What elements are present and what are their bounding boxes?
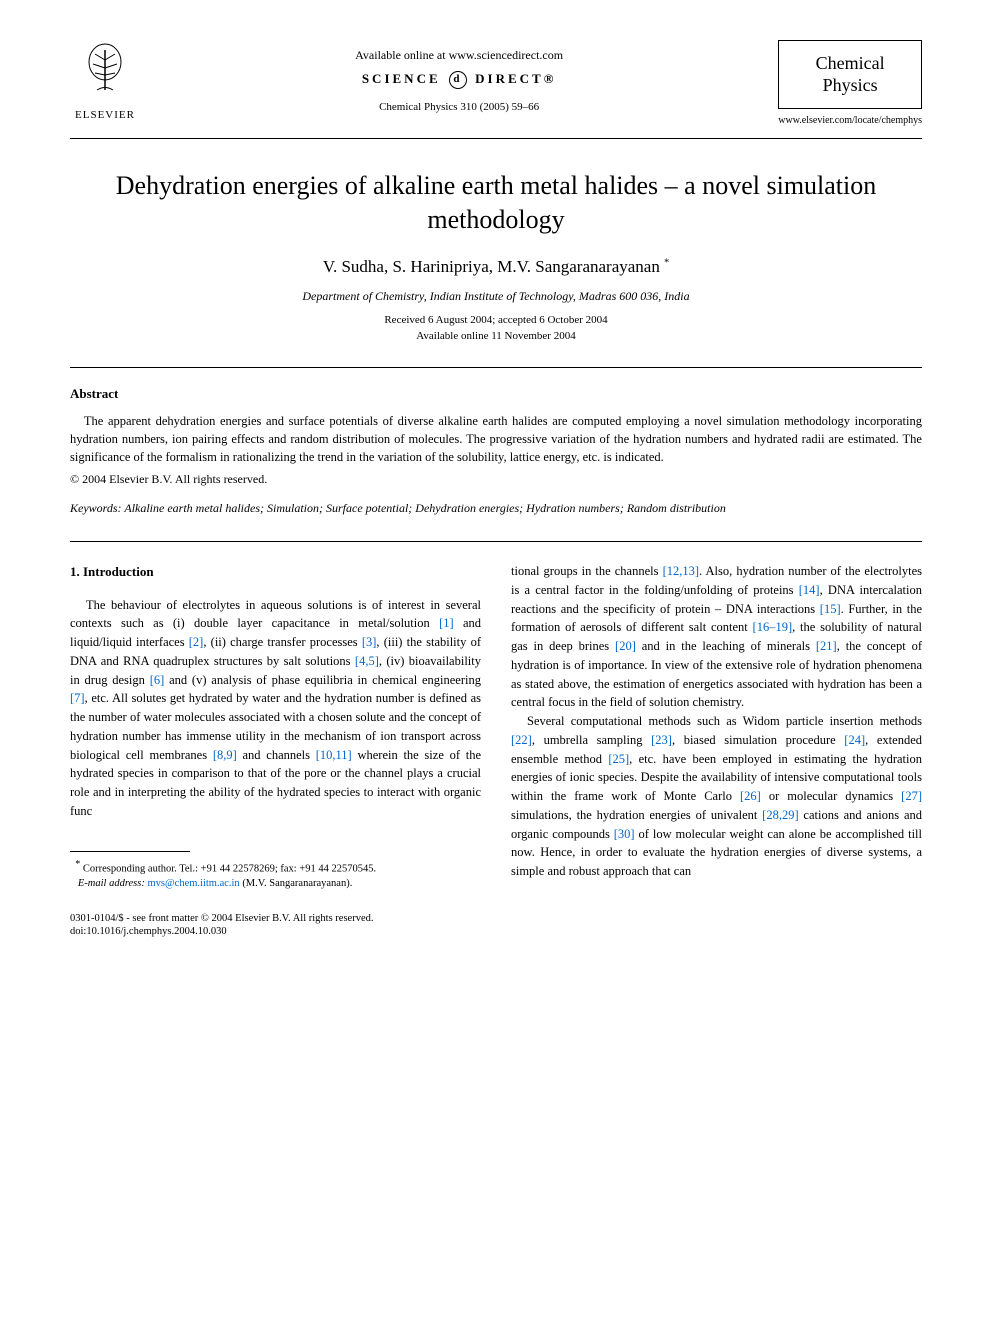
right-column: tional groups in the channels [12,13]. A… <box>511 562 922 891</box>
abstract-text: The apparent dehydration energies and su… <box>70 412 922 466</box>
email-name: (M.V. Sangaranarayanan). <box>242 878 352 889</box>
ref-link[interactable]: [27] <box>901 789 922 803</box>
available-online-text: Available online at www.sciencedirect.co… <box>140 48 778 63</box>
ref-link[interactable]: [15] <box>820 602 841 616</box>
ref-link[interactable]: [2] <box>189 635 204 649</box>
journal-name-line1: Chemical <box>797 53 903 75</box>
section-1-heading: 1. Introduction <box>70 562 481 582</box>
ref-link[interactable]: [26] <box>740 789 761 803</box>
ref-link[interactable]: [16–19] <box>753 620 793 634</box>
header-center: Available online at www.sciencedirect.co… <box>140 40 778 113</box>
footnote-divider <box>70 851 190 852</box>
header-row: ELSEVIER Available online at www.science… <box>70 40 922 126</box>
ref-link[interactable]: [25] <box>608 752 629 766</box>
corresponding-footnote: * Corresponding author. Tel.: +91 44 225… <box>70 858 481 877</box>
ref-link[interactable]: [28,29] <box>762 808 798 822</box>
sd-right: DIRECT® <box>475 71 556 86</box>
email-footnote: E-mail address: mvs@chem.iitm.ac.in (M.V… <box>70 877 481 892</box>
intro-paragraph-1-cont: tional groups in the channels [12,13]. A… <box>511 562 922 712</box>
email-link[interactable]: mvs@chem.iitm.ac.in <box>147 878 239 889</box>
ref-link[interactable]: [3] <box>362 635 377 649</box>
footer-doi: doi:10.1016/j.chemphys.2004.10.030 <box>70 925 922 939</box>
ref-link[interactable]: [20] <box>615 639 636 653</box>
intro-paragraph-2: Several computational methods such as Wi… <box>511 712 922 881</box>
body-columns: 1. Introduction The behaviour of electro… <box>70 562 922 891</box>
ref-link[interactable]: [30] <box>614 827 635 841</box>
journal-url: www.elsevier.com/locate/chemphys <box>778 115 922 126</box>
journal-name-box: Chemical Physics <box>778 40 922 109</box>
journal-name-line2: Physics <box>797 75 903 97</box>
ref-link[interactable]: [4,5] <box>355 654 379 668</box>
sd-circle-icon: d <box>449 71 467 89</box>
received-date: Received 6 August 2004; accepted 6 Octob… <box>70 314 922 326</box>
intro-paragraph-1: The behaviour of electrolytes in aqueous… <box>70 596 481 821</box>
authors-line: V. Sudha, S. Harinipriya, M.V. Sangarana… <box>70 257 922 277</box>
keywords-line: Keywords: Alkaline earth metal halides; … <box>70 501 922 516</box>
authors-names: V. Sudha, S. Harinipriya, M.V. Sangarana… <box>323 257 660 276</box>
article-title: Dehydration energies of alkaline earth m… <box>70 169 922 237</box>
elsevier-label: ELSEVIER <box>70 109 140 121</box>
science-direct-logo: SCIENCE d DIRECT® <box>140 71 778 89</box>
ref-link[interactable]: [10,11] <box>316 748 352 762</box>
journal-reference: Chemical Physics 310 (2005) 59–66 <box>140 101 778 113</box>
ref-link[interactable]: [1] <box>439 616 454 630</box>
journal-box-wrapper: Chemical Physics www.elsevier.com/locate… <box>778 40 922 126</box>
ref-link[interactable]: [14] <box>799 583 820 597</box>
footer-line1: 0301-0104/$ - see front matter © 2004 El… <box>70 912 922 926</box>
elsevier-logo: ELSEVIER <box>70 40 140 120</box>
footnote-corresponding-text: Corresponding author. Tel.: +91 44 22578… <box>83 863 376 874</box>
ref-link[interactable]: [21] <box>816 639 837 653</box>
keywords-text: Alkaline earth metal halides; Simulation… <box>124 501 725 515</box>
ref-link[interactable]: [8,9] <box>213 748 237 762</box>
left-column: 1. Introduction The behaviour of electro… <box>70 562 481 891</box>
page-footer: 0301-0104/$ - see front matter © 2004 El… <box>70 912 922 939</box>
sd-left: SCIENCE <box>362 71 441 86</box>
available-date: Available online 11 November 2004 <box>70 330 922 342</box>
ref-link[interactable]: [6] <box>150 673 165 687</box>
keywords-label: Keywords: <box>70 501 122 515</box>
ref-link[interactable]: [12,13] <box>663 564 699 578</box>
corresponding-marker: * <box>664 257 669 268</box>
ref-link[interactable]: [22] <box>511 733 532 747</box>
email-label: E-mail address: <box>78 878 145 889</box>
ref-link[interactable]: [7] <box>70 691 85 705</box>
divider-bottom <box>70 541 922 542</box>
divider-top <box>70 367 922 368</box>
ref-link[interactable]: [24] <box>844 733 865 747</box>
ref-link[interactable]: [23] <box>651 733 672 747</box>
abstract-copyright: © 2004 Elsevier B.V. All rights reserved… <box>70 472 922 487</box>
affiliation: Department of Chemistry, Indian Institut… <box>70 289 922 304</box>
abstract-body: The apparent dehydration energies and su… <box>70 414 922 464</box>
page-container: ELSEVIER Available online at www.science… <box>0 0 992 969</box>
footnote-asterisk: * <box>75 859 80 870</box>
abstract-heading: Abstract <box>70 386 922 402</box>
journal-header: ELSEVIER Available online at www.science… <box>70 40 922 139</box>
elsevier-tree-icon <box>70 40 140 107</box>
